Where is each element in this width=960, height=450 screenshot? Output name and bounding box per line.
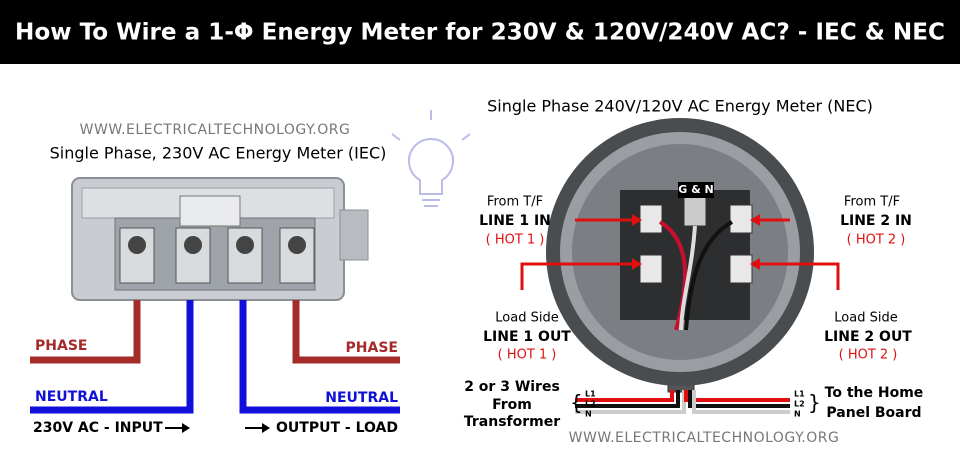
label: 2 or 3 Wires [464, 379, 560, 395]
title: How To Wire a 1-Φ Energy Meter for 230V … [15, 20, 945, 46]
wire-label: N [585, 410, 592, 419]
label: From T/F [844, 195, 900, 210]
iec-meter [71, 177, 369, 301]
label: ( HOT 2 ) [839, 348, 898, 363]
label: Transformer [464, 414, 560, 430]
nec-wires [575, 390, 790, 414]
watermark: WWW.ELECTRICALTECHNOLOGY.ORG [569, 430, 840, 446]
nec-arrows [520, 218, 840, 290]
label: To the Home [825, 385, 924, 401]
bulb-icon [391, 110, 471, 207]
label: PHASE [35, 338, 87, 354]
label: PHASE [346, 340, 398, 356]
wire-label: L1 [794, 390, 805, 399]
label: NEUTRAL [35, 389, 108, 405]
wire-label: N [794, 410, 801, 419]
label: OUTPUT - LOAD [276, 420, 398, 436]
watermark: WWW.ELECTRICALTECHNOLOGY.ORG [80, 122, 351, 138]
brace: { [570, 391, 583, 415]
label: ( HOT 1 ) [498, 348, 557, 363]
label: LINE 1 OUT [483, 329, 571, 345]
nec-arrowheads [632, 214, 760, 270]
label: G & N [678, 183, 714, 196]
wire-label: L1 [585, 390, 596, 399]
label: 230V AC - INPUT [33, 420, 163, 436]
label: From [492, 397, 532, 413]
nec-meter [546, 118, 814, 393]
label: LINE 2 IN [840, 213, 912, 229]
label: ( HOT 2 ) [847, 233, 906, 248]
label: Load Side [495, 311, 558, 326]
label: Panel Board [826, 405, 921, 421]
iec-arrows [165, 423, 270, 433]
label: Load Side [834, 311, 897, 326]
brace: } [808, 391, 821, 415]
iec-wires [30, 300, 400, 414]
wire-label: L2 [585, 400, 596, 409]
label: NEUTRAL [325, 390, 398, 406]
label: ( HOT 1 ) [486, 233, 545, 248]
subtitle: Single Phase 240V/120V AC Energy Meter (… [487, 97, 873, 116]
title-bar [0, 0, 960, 64]
label: LINE 1 IN [479, 213, 551, 229]
label: LINE 2 OUT [824, 329, 912, 345]
label: From T/F [487, 195, 543, 210]
wire-label: L2 [794, 400, 805, 409]
subtitle: Single Phase, 230V AC Energy Meter (IEC) [50, 144, 387, 163]
